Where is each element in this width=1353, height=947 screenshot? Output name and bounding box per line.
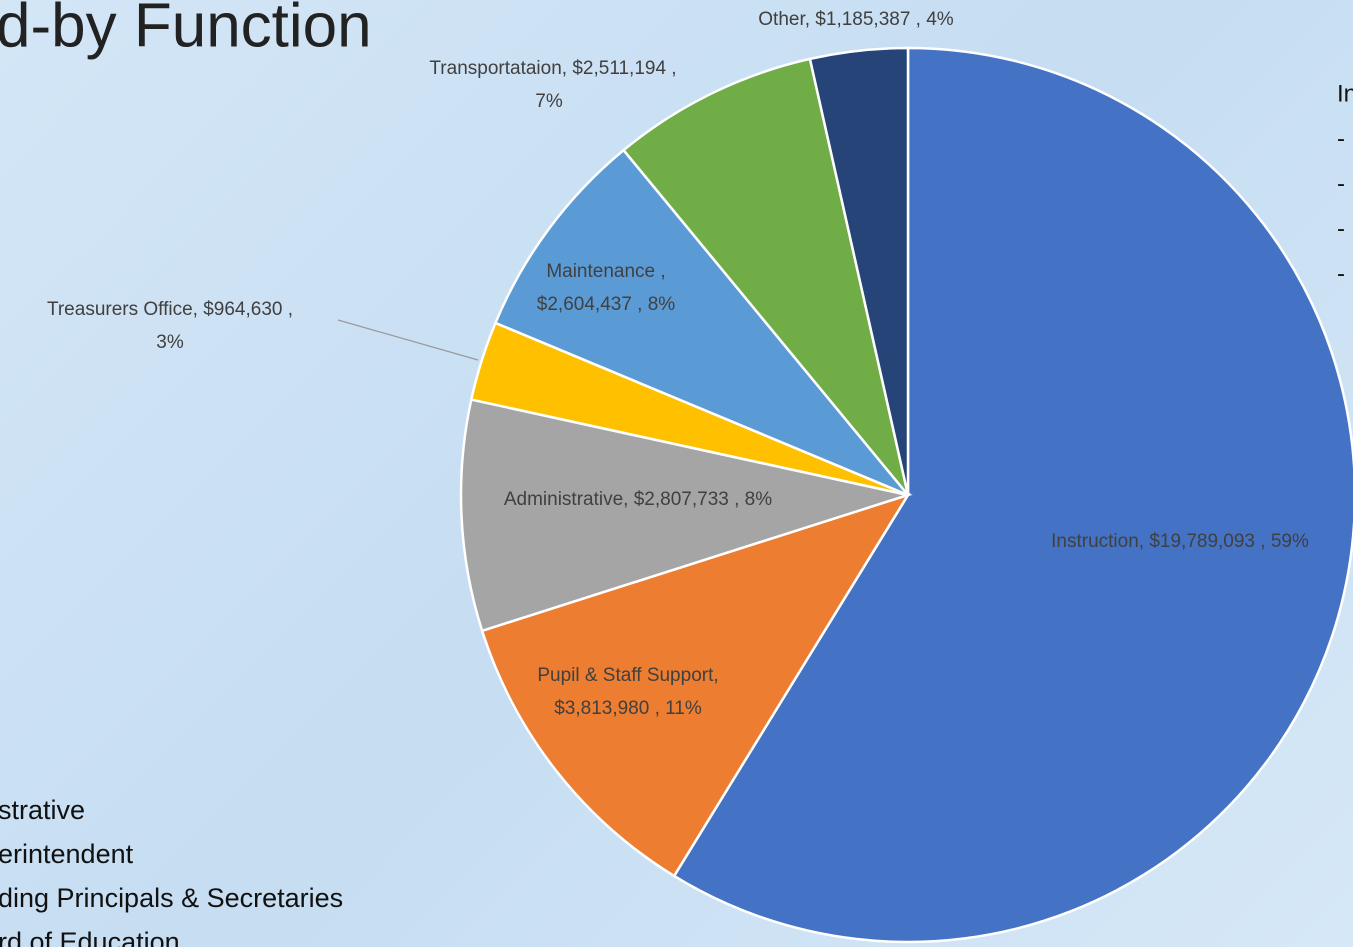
side-text: -: [1337, 260, 1345, 287]
side-text: -: [1337, 125, 1345, 152]
data-label: Maintenance ,: [546, 261, 665, 282]
pie-slice: [808, 46, 910, 496]
data-label: Administrative, $2,807,733 , 8%: [504, 489, 772, 510]
data-label: Other, $1,185,387 , 4%: [758, 9, 954, 30]
data-label: 3%: [156, 332, 184, 353]
data-label: $3,813,980 , 11%: [554, 698, 702, 719]
data-label: Pupil & Staff Support,: [537, 665, 718, 686]
pie-slice: [493, 148, 909, 497]
bullet-text: strative: [0, 795, 85, 825]
bullet-text: ding Principals & Secretaries: [0, 883, 343, 913]
data-label: Treasurers Office, $964,630 ,: [47, 299, 293, 320]
bullet-text: erintendent: [0, 839, 134, 869]
pie-slice: [459, 398, 913, 633]
side-text: In: [1337, 80, 1353, 107]
bullet-text: rd of Education: [0, 927, 180, 947]
slide-title: d-by Function: [0, 0, 372, 60]
data-label: 7%: [535, 91, 563, 112]
data-label: Instruction, $19,789,093 , 59%: [1051, 531, 1309, 552]
data-label: Transportataion, $2,511,194 ,: [429, 58, 676, 79]
data-label: $2,604,437 , 8%: [537, 294, 675, 315]
pie-slice: [672, 46, 1353, 944]
leader-line: [337, 319, 479, 361]
pie-slice: [480, 492, 911, 878]
side-text: -: [1337, 170, 1345, 197]
side-text: -: [1337, 215, 1345, 242]
pie-slice: [621, 57, 910, 496]
